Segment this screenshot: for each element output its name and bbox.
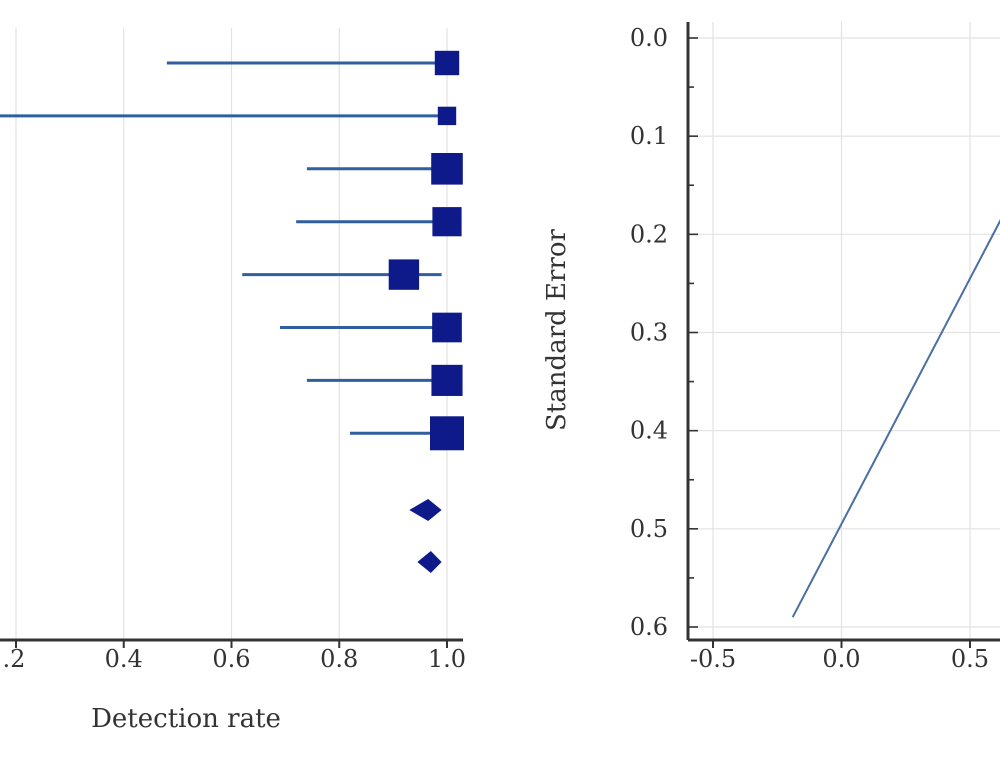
forest-point-estimate <box>432 312 462 343</box>
forest-x-tick-label: 1.0 <box>428 645 466 673</box>
forest-gridlines <box>15 28 448 640</box>
funnel-plot: 0.0 0.1 0.2 0.3 0.4 0.5 0.6 -0.5 0.0 0.5 Standard… <box>542 22 1000 673</box>
forest-x-tick-label: 0.6 <box>212 645 250 673</box>
forest-x-axis: .2 0.4 0.6 0.8 1.0 <box>0 638 466 673</box>
funnel-y-tick-label: 0.3 <box>630 319 668 347</box>
funnel-y-axis-title: Standard Error <box>542 228 572 430</box>
funnel-x-tick-label: 0.5 <box>951 645 989 673</box>
forest-point-estimate <box>432 207 462 237</box>
funnel-y-tick-label: 0.2 <box>630 220 668 248</box>
funnel-axes: 0.0 0.1 0.2 0.3 0.4 0.5 0.6 -0.5 0.0 0.5 <box>630 22 1000 673</box>
funnel-x-tick-label: 0.0 <box>822 645 860 673</box>
forest-point-estimate <box>431 153 463 185</box>
forest-x-axis-title: Detection rate <box>91 704 281 734</box>
funnel-y-tick-label: 0.0 <box>630 24 668 52</box>
forest-point-estimate <box>388 259 420 290</box>
forest-summary-diamond <box>409 499 442 521</box>
forest-summary-diamond <box>417 551 442 573</box>
funnel-y-tick-label: 0.6 <box>630 613 668 641</box>
funnel-lines <box>791 219 1000 618</box>
forest-point-estimate <box>431 364 463 396</box>
funnel-y-tick-label: 0.5 <box>630 515 668 543</box>
forest-point-estimate <box>437 106 457 126</box>
funnel-gridlines <box>688 22 1000 640</box>
funnel-y-tick-label: 0.4 <box>630 417 668 445</box>
forest-x-tick-label: .2 <box>3 645 26 673</box>
forest-x-tick-label: 0.8 <box>320 645 358 673</box>
funnel-y-tick-label: 0.1 <box>630 122 668 150</box>
forest-point-estimate <box>434 50 460 76</box>
funnel-x-tick-label: -0.5 <box>690 645 736 673</box>
forest-plot: .2 0.4 0.6 0.8 1.0 Detection rate <box>0 28 466 734</box>
forest-point-estimate <box>430 416 464 451</box>
funnel-boundary-line <box>791 219 1000 618</box>
forest-study-marks <box>0 50 464 573</box>
forest-x-tick-label: 0.4 <box>105 645 143 673</box>
